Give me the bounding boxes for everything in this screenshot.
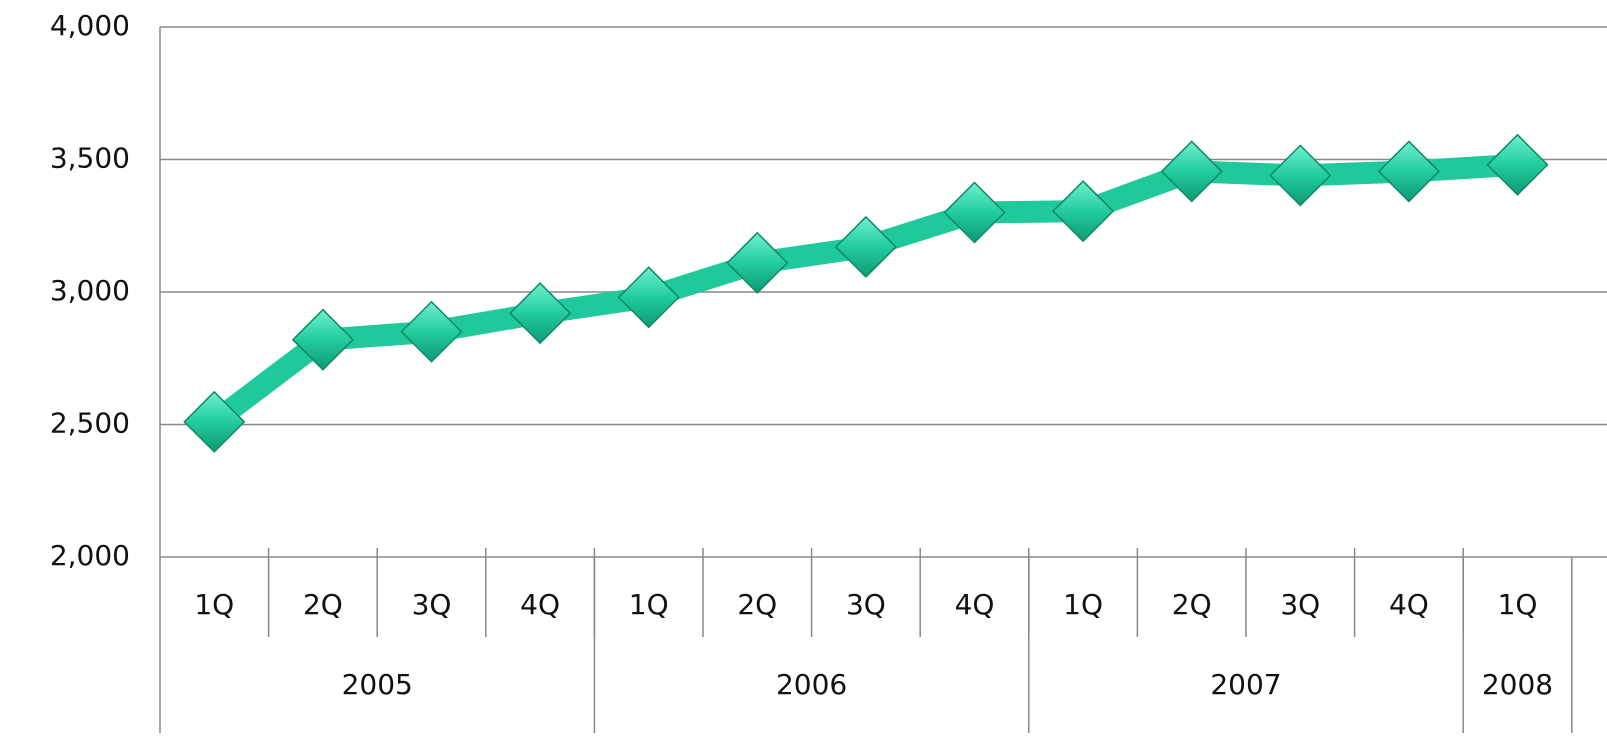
x-tick-label: 1Q — [629, 588, 669, 621]
y-tick-label: 2,000 — [50, 539, 130, 572]
marker — [183, 390, 246, 453]
group-label: 2008 — [1482, 668, 1553, 701]
y-tick-label: 3,000 — [50, 274, 130, 307]
x-tick-label: 1Q — [1498, 588, 1538, 621]
x-tick-label: 2Q — [1172, 588, 1212, 621]
x-tick-label: 4Q — [520, 588, 560, 621]
marker — [400, 300, 463, 363]
marker — [1052, 180, 1115, 243]
x-tick-label: 2Q — [737, 588, 777, 621]
marker — [834, 215, 897, 279]
y-tick-label: 2,500 — [50, 407, 130, 440]
marker — [617, 266, 680, 329]
marker — [1269, 144, 1332, 207]
marker — [943, 181, 1006, 244]
group-label: 2006 — [776, 668, 847, 701]
marker — [1486, 133, 1549, 196]
marker — [291, 308, 354, 371]
x-tick-label: 4Q — [1389, 588, 1429, 621]
series-line — [207, 153, 1519, 431]
group-label: 2005 — [342, 668, 413, 701]
x-tick-label: 3Q — [1280, 588, 1320, 621]
x-tick-label: 4Q — [955, 588, 995, 621]
group-label: 2007 — [1210, 668, 1281, 701]
x-tick-label: 1Q — [1063, 588, 1103, 621]
y-tick-label: 4,000 — [50, 9, 130, 42]
marker — [509, 282, 572, 345]
x-tick-label: 1Q — [194, 588, 234, 621]
x-tick-label: 3Q — [412, 588, 452, 621]
marker — [1377, 140, 1440, 203]
y-tick-label: 3,500 — [50, 142, 130, 175]
x-tick-label: 2Q — [303, 588, 343, 621]
x-tick-label: 3Q — [846, 588, 886, 621]
marker — [726, 231, 789, 294]
marker — [1160, 140, 1223, 203]
